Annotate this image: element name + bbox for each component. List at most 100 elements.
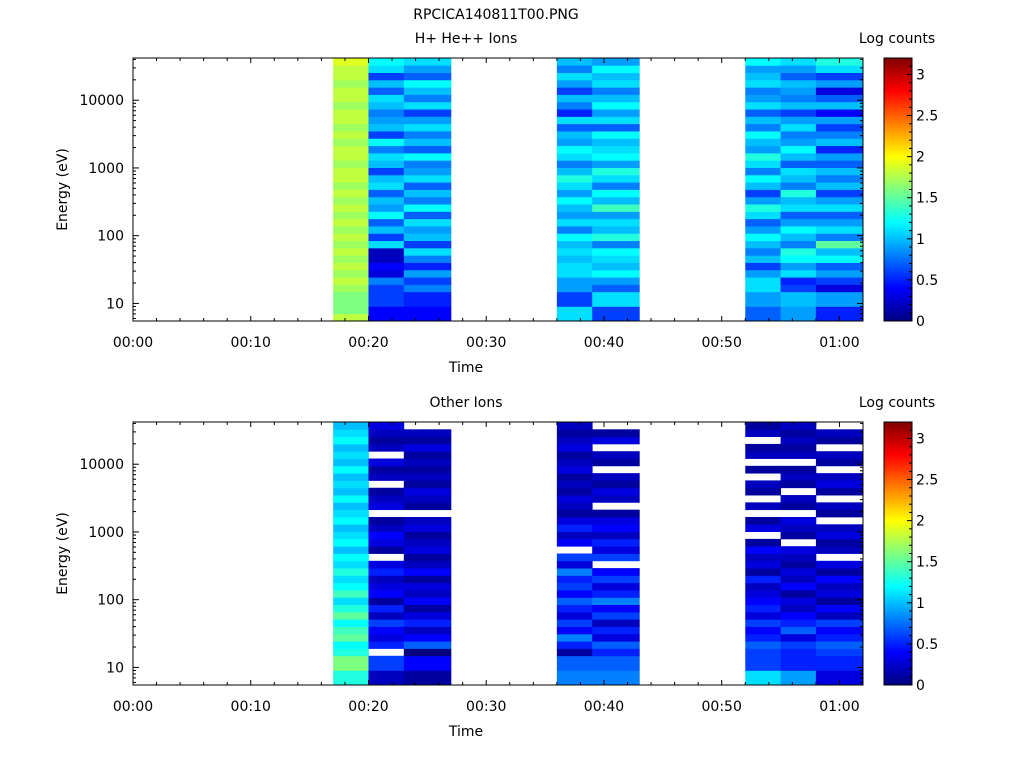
heatmap-cell	[333, 255, 369, 263]
heatmap-cell	[780, 677, 817, 686]
heatmap-cell	[368, 109, 405, 117]
heatmap-cell	[368, 262, 405, 271]
heatmap-cell	[592, 473, 640, 481]
heatmap-cell	[815, 218, 864, 227]
heatmap-cell	[745, 87, 781, 95]
heatmap-cell	[333, 167, 369, 176]
heatmap-cell	[556, 262, 593, 271]
heatmap-cell	[333, 262, 369, 271]
heatmap-cell	[815, 487, 864, 496]
colorbar-tick-label: 1	[916, 596, 925, 612]
heatmap-cell	[745, 101, 781, 110]
heatmap-cell	[556, 568, 593, 576]
heatmap-cell	[556, 633, 593, 642]
heatmap-cell	[815, 604, 864, 613]
heatmap-cell	[592, 123, 640, 132]
heatmap-cell	[403, 443, 452, 452]
heatmap-cell	[592, 313, 640, 322]
heatmap-cell	[745, 443, 781, 452]
heatmap-cell	[333, 131, 369, 139]
heatmap-cell	[815, 277, 864, 285]
heatmap-cell	[333, 553, 369, 562]
heatmap-cell	[403, 524, 452, 532]
heatmap-cell	[556, 560, 593, 569]
heatmap-cell	[745, 123, 781, 132]
heatmap-cell	[333, 590, 369, 598]
heatmap-cell	[368, 495, 405, 503]
heatmap-cell	[815, 167, 864, 176]
heatmap-cell	[780, 291, 817, 300]
heatmap-cell	[556, 94, 593, 103]
heatmap-cell	[333, 87, 369, 95]
heatmap-cell	[556, 284, 593, 293]
heatmap-cell	[403, 299, 452, 307]
heatmap-cell	[780, 604, 817, 613]
heatmap-cell	[403, 269, 452, 278]
heatmap-cell	[592, 619, 640, 627]
heatmap-cell	[403, 633, 452, 642]
heatmap-cell	[815, 619, 864, 627]
heatmap-cell	[745, 568, 781, 576]
heatmap-cell	[333, 538, 369, 547]
heatmap-cell	[592, 451, 640, 459]
heatmap-cell	[368, 152, 405, 161]
heatmap-cell	[780, 597, 817, 606]
y-axis-label: Energy (eV)	[55, 148, 71, 231]
x-tick-label: 01:00	[819, 699, 859, 715]
heatmap-cell	[592, 79, 640, 88]
heatmap-cell	[368, 167, 405, 176]
colorbar: 0 0.5 1 1.5 2 2.5 3 Log counts	[859, 395, 938, 694]
heatmap-cell	[745, 152, 781, 161]
heatmap-cell	[403, 582, 452, 591]
heatmap-cell	[333, 182, 369, 190]
heatmap-cell	[403, 189, 452, 198]
heatmap-cell	[745, 138, 781, 147]
heatmap-cell	[556, 313, 593, 322]
heatmap-cell	[556, 131, 593, 139]
colorbar-tick-label: 2	[916, 150, 925, 166]
heatmap-cell	[403, 211, 452, 220]
colorbar: 0 0.5 1 1.5 2 2.5 3 Log counts	[859, 31, 938, 330]
heatmap-cell	[745, 291, 781, 300]
heatmap-cell	[333, 240, 369, 249]
colorbar-tick-label: 3	[916, 67, 925, 83]
heatmap-cell	[368, 204, 405, 212]
heatmap-cell	[780, 65, 817, 74]
heatmap-cell	[556, 138, 593, 147]
heatmap-cell	[815, 182, 864, 190]
heatmap-cell	[745, 604, 781, 613]
heatmap-cell	[333, 160, 369, 168]
heatmap-cell	[815, 648, 864, 657]
heatmap-cell	[592, 677, 640, 686]
heatmap-cell	[368, 58, 405, 66]
heatmap-cell	[592, 626, 640, 635]
heatmap-cell	[368, 538, 405, 547]
heatmap-cell	[403, 138, 452, 147]
heatmap-cell	[368, 458, 405, 467]
heatmap-cell	[333, 546, 369, 554]
heatmap-cell	[403, 655, 452, 664]
heatmap-cell	[745, 109, 781, 117]
heatmap-cell	[333, 226, 369, 234]
heatmap-cell	[745, 131, 781, 139]
heatmap-cell	[745, 189, 781, 198]
heatmap-cell	[556, 167, 593, 176]
heatmap-cell	[780, 79, 817, 88]
heatmap-cell	[403, 465, 452, 474]
heatmap-cell	[745, 174, 781, 183]
heatmap-cell	[556, 451, 593, 459]
heatmap-cell	[592, 174, 640, 183]
heatmap-cell	[333, 611, 369, 620]
heatmap-cell	[403, 65, 452, 74]
heatmap-cell	[592, 284, 640, 293]
heatmap-cell	[333, 65, 369, 74]
heatmap-cell	[333, 619, 369, 627]
heatmap-cell	[815, 101, 864, 110]
heatmap-cell	[592, 538, 640, 547]
heatmap-cell	[556, 306, 593, 315]
heatmap-cell	[815, 538, 864, 547]
heatmap-cell	[556, 255, 593, 263]
heatmap-cell	[556, 189, 593, 198]
heatmap-cell	[780, 473, 817, 481]
heatmap-cell	[333, 677, 369, 686]
